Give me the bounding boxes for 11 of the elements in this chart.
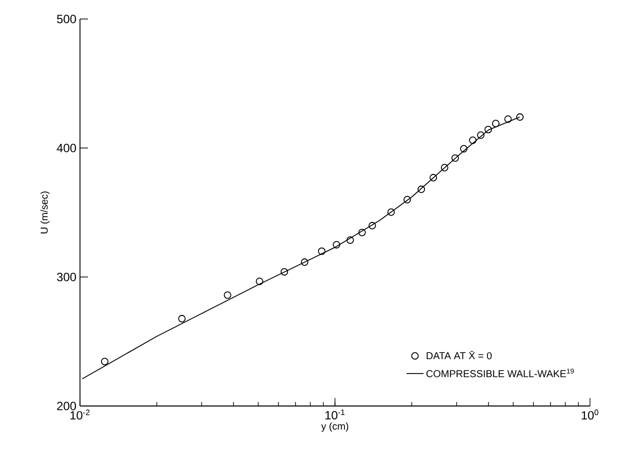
y-axis-title: U (m/sec) (40, 192, 50, 234)
y-tick-label: 300 (56, 272, 76, 282)
y-tick-label: 400 (56, 144, 76, 152)
y-tick-label: 200 (57, 402, 76, 410)
x-tick-label: 10$^{-2}$ (70, 410, 90, 420)
x-tick-label: 10$^{0}$ (582, 410, 598, 420)
legend-label: COMPRESSIBLE WALL-WAKE$^{19}$ (426, 368, 574, 378)
x-axis-title: y (cm) (321, 422, 348, 432)
x-tick-label: 10$^{-1}$ (325, 410, 345, 420)
y-tick-label: 500 (57, 14, 76, 24)
legend-label: DATA AT X̄ = 0 (426, 351, 492, 360)
